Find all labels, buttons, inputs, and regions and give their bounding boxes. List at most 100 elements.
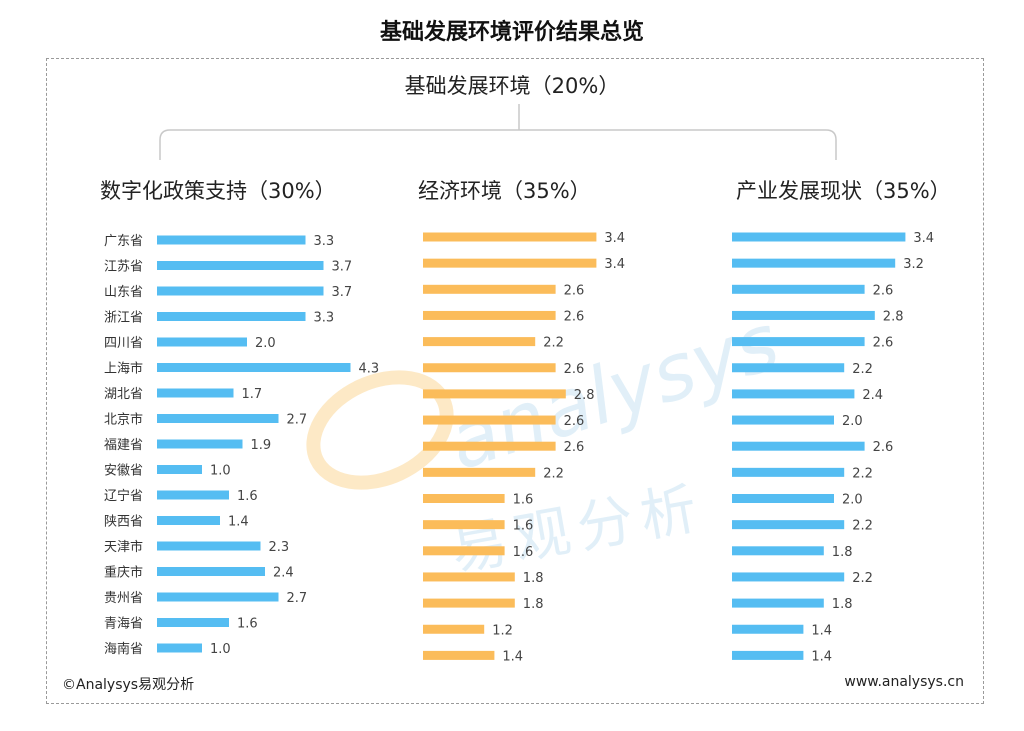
data-label: 3.7 [332, 260, 353, 275]
data-label: 1.6 [237, 617, 258, 632]
data-label: 3.3 [314, 234, 335, 249]
data-label: 2.2 [852, 362, 873, 377]
data-label: 2.4 [273, 566, 294, 581]
bar [732, 258, 896, 268]
data-label: 1.9 [251, 438, 272, 453]
chart-title: 基础发展环境评价结果总览 [379, 20, 644, 45]
bar [732, 520, 845, 530]
data-label: 2.3 [269, 540, 290, 555]
data-label: 4.3 [359, 362, 380, 377]
data-label: 2.6 [564, 283, 585, 298]
bar [157, 286, 324, 296]
bar [423, 598, 515, 608]
bar [732, 284, 865, 294]
bar [423, 441, 556, 451]
data-label: 2.7 [287, 413, 308, 428]
data-label: 1.6 [237, 489, 258, 504]
data-label: 2.2 [852, 466, 873, 481]
bar [732, 650, 804, 660]
category-label: 浙江省 [104, 311, 143, 326]
bar [157, 618, 229, 627]
data-label: 1.0 [210, 642, 231, 657]
category-label: 山东省 [104, 285, 143, 300]
category-label: 安徽省 [104, 464, 143, 479]
category-label: 贵州省 [104, 591, 143, 606]
bar [732, 467, 845, 477]
bar [157, 363, 351, 372]
category-label: 青海省 [104, 617, 143, 632]
bar [157, 541, 261, 551]
data-label: 1.8 [832, 545, 853, 560]
data-label: 2.8 [574, 388, 595, 403]
bar [423, 624, 485, 634]
category-label: 海南省 [104, 641, 143, 657]
data-label: 2.2 [852, 519, 873, 534]
category-label: 重庆市 [104, 565, 143, 581]
bar [157, 235, 306, 245]
bar [732, 310, 875, 320]
data-label: 2.6 [564, 440, 585, 455]
bar [157, 516, 220, 525]
bar [732, 546, 824, 556]
data-label: 3.4 [604, 231, 625, 246]
data-label: 3.7 [332, 285, 353, 300]
bar [157, 490, 229, 500]
category-label: 上海市 [104, 361, 143, 377]
bar [732, 572, 845, 582]
bar [157, 337, 247, 347]
category-label: 福建省 [104, 438, 143, 453]
data-label: 1.4 [502, 649, 523, 664]
bar [732, 389, 855, 399]
copyright-text: ©Analysys易观分析 [62, 677, 195, 693]
bar [157, 592, 279, 602]
root-category-label: 基础发展环境（20%） [404, 74, 620, 98]
section-title-economy: 经济环境（35%） [418, 179, 591, 203]
bar [157, 643, 202, 653]
category-label: 广东省 [104, 234, 143, 249]
bar [732, 494, 834, 503]
section-title-industry: 产业发展现状（35%） [736, 179, 951, 203]
data-label: 3.4 [913, 231, 934, 246]
data-label: 2.6 [873, 440, 894, 455]
category-label: 湖北省 [104, 387, 143, 402]
data-label: 1.4 [811, 623, 832, 638]
data-label: 2.2 [852, 571, 873, 586]
data-label: 2.0 [842, 493, 863, 508]
bar [423, 258, 597, 268]
category-label: 四川省 [104, 336, 143, 351]
bar [423, 467, 536, 477]
data-label: 2.6 [873, 283, 894, 298]
bar [157, 439, 243, 449]
data-label: 2.2 [543, 466, 564, 481]
category-label: 江苏省 [104, 259, 143, 275]
data-label: 1.6 [513, 519, 534, 534]
data-label: 2.7 [287, 591, 308, 606]
data-label: 2.6 [564, 362, 585, 377]
bar [732, 598, 824, 608]
bar [732, 232, 906, 242]
data-label: 1.6 [513, 545, 534, 560]
category-label: 辽宁省 [104, 488, 143, 504]
bar [423, 650, 495, 660]
dashed-frame [46, 58, 984, 704]
data-label: 1.2 [492, 623, 513, 638]
data-label: 1.8 [832, 597, 853, 612]
bar [423, 520, 505, 530]
data-label: 2.2 [543, 336, 564, 351]
data-label: 1.7 [242, 387, 263, 402]
data-label: 1.8 [523, 571, 544, 586]
bar [423, 363, 556, 373]
data-label: 3.4 [604, 257, 625, 272]
bar [732, 363, 845, 373]
data-label: 2.6 [564, 309, 585, 324]
data-label: 2.8 [883, 309, 904, 324]
data-label: 3.2 [903, 257, 924, 272]
bar [732, 441, 865, 451]
data-label: 1.4 [811, 649, 832, 664]
bar [423, 546, 505, 556]
data-label: 2.6 [564, 414, 585, 429]
bar [423, 415, 556, 425]
data-label: 2.0 [255, 336, 276, 351]
bar [732, 415, 834, 425]
